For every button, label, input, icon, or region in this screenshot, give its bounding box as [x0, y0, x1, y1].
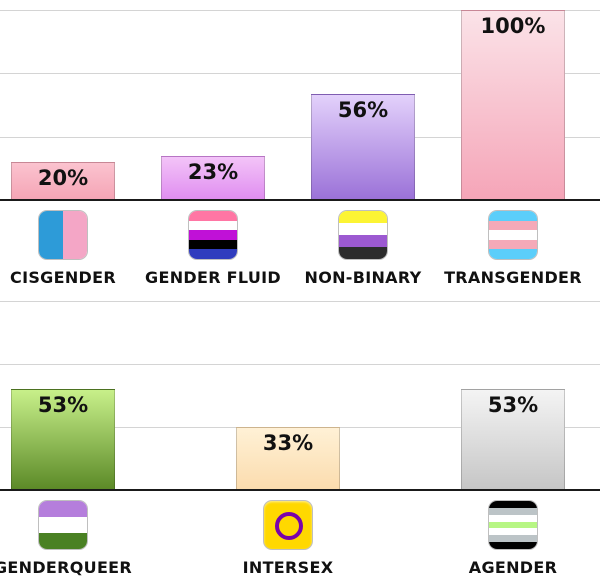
data-label: 23%: [187, 160, 239, 184]
x-axis-baseline: [0, 199, 600, 201]
gridline: [0, 301, 600, 302]
cisgender-flag-icon: [39, 211, 87, 259]
data-label: 33%: [262, 431, 314, 455]
flag-stripe: [339, 247, 387, 259]
category-label: AGENDER: [468, 558, 558, 577]
bar-gender-fluid: [161, 156, 265, 200]
flag-stripe: [489, 528, 537, 536]
chart-panel-bottom: 53% GENDERQUEER 33% INTERSEX 53% AGENDER: [0, 300, 600, 580]
flag-stripe: [489, 239, 537, 250]
category-label: GENDERQUEER: [0, 558, 133, 577]
gridline: [0, 73, 600, 74]
flag-stripe: [189, 230, 237, 240]
data-label: 56%: [337, 98, 389, 122]
flag-stripe: [339, 211, 387, 223]
flag-stripe: [489, 249, 537, 259]
flag-stripe: [189, 220, 237, 231]
transgender-flag-icon: [489, 211, 537, 259]
category-label: GENDER FLUID: [145, 268, 281, 287]
flag-stripe: [489, 230, 537, 240]
flag-ring: [275, 512, 303, 540]
genderqueer-flag-icon: [39, 501, 87, 549]
flag-stripe: [63, 211, 87, 259]
gridline: [0, 364, 600, 365]
non-binary-flag-icon: [339, 211, 387, 259]
bar-genderqueer: [11, 389, 115, 490]
bar-non-binary: [311, 94, 415, 200]
data-label: 53%: [487, 393, 539, 417]
x-axis-baseline: [0, 489, 600, 491]
bar-agender: [461, 389, 565, 490]
category-label: INTERSEX: [242, 558, 334, 577]
flag-stripe: [489, 535, 537, 543]
category-label: NON-BINARY: [304, 268, 422, 287]
flag-stripe: [189, 249, 237, 259]
flag-stripe: [489, 507, 537, 515]
agender-flag-icon: [489, 501, 537, 549]
bar-cisgender: [11, 162, 115, 200]
flag-stripe: [39, 211, 63, 259]
data-label: 20%: [37, 166, 89, 190]
flag-stripe: [489, 521, 537, 529]
flag-stripe: [39, 533, 87, 549]
flag-stripe: [489, 514, 537, 522]
flag-stripe: [39, 501, 87, 517]
gridline: [0, 137, 600, 138]
flag-stripe: [489, 220, 537, 231]
flag-stripe: [339, 235, 387, 247]
intersex-flag-icon: [264, 501, 312, 549]
gender-fluid-flag-icon: [189, 211, 237, 259]
flag-stripe: [489, 211, 537, 221]
data-label: 100%: [480, 14, 546, 38]
flag-stripe: [339, 223, 387, 235]
flag-stripe: [489, 501, 537, 508]
bar-intersex: [236, 427, 340, 490]
flag-stripe: [189, 211, 237, 221]
gridline: [0, 10, 600, 11]
bar-transgender: [461, 10, 565, 200]
category-label: CISGENDER: [10, 268, 116, 287]
flag-stripe: [39, 517, 87, 533]
flag-stripe: [189, 239, 237, 250]
chart-panel-top: 20% CISGENDER 23% GENDER FLUID 56% NON-BINARY…: [0, 10, 600, 287]
flag-stripe: [489, 542, 537, 549]
category-label: TRANSGENDER: [444, 268, 582, 287]
data-label: 53%: [37, 393, 89, 417]
